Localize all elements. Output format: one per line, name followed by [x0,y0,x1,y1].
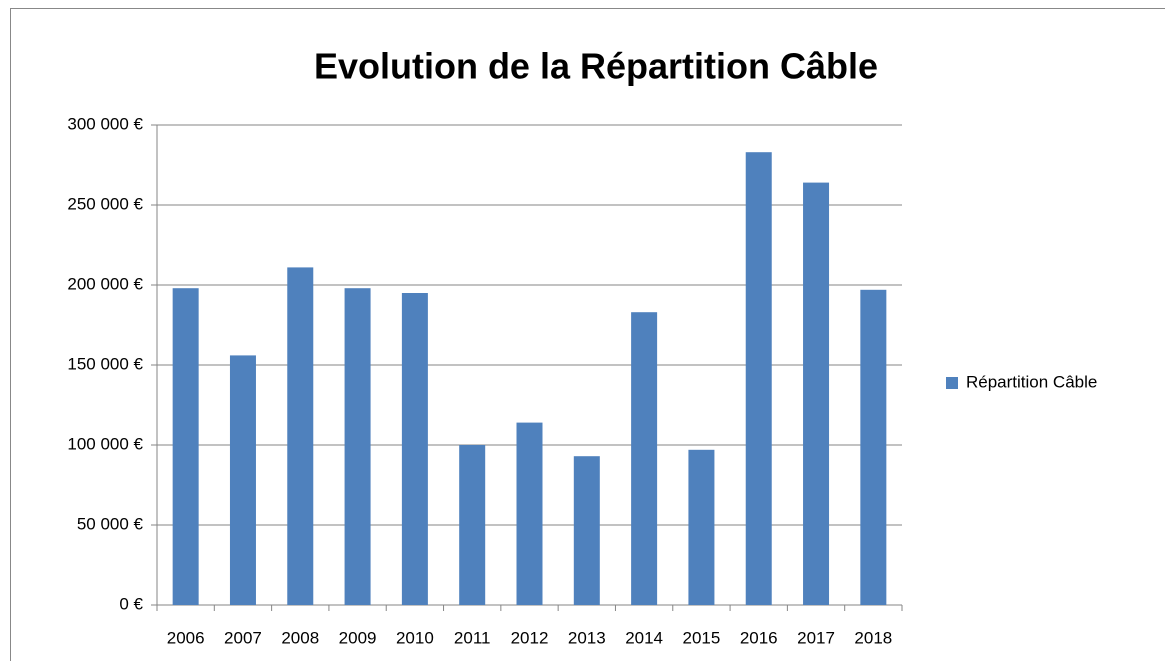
x-tick-label: 2009 [339,628,377,647]
bar [803,182,830,605]
x-tick-label: 2013 [568,628,606,647]
y-tick-label: 150 000 € [67,354,143,373]
x-tick-label: 2018 [854,628,892,647]
bar [229,355,256,605]
bar [688,449,715,605]
y-tick-label: 200 000 € [67,274,143,293]
bar [573,456,600,605]
bar [401,293,428,605]
x-tick-label: 2016 [740,628,778,647]
bar [516,422,543,605]
x-tick-label: 2017 [797,628,835,647]
y-tick-label: 300 000 € [67,114,143,133]
y-tick-label: 50 000 € [77,514,144,533]
x-tick-label: 2014 [625,628,663,647]
x-tick-label: 2012 [511,628,549,647]
x-tick-label: 2015 [683,628,721,647]
x-tick-label: 2008 [281,628,319,647]
y-tick-label: 100 000 € [67,434,143,453]
x-tick-label: 2011 [454,628,491,647]
y-tick-label: 0 € [119,594,143,613]
bar [344,288,371,605]
x-tick-label: 2006 [167,628,205,647]
bar [745,152,772,605]
legend-label: Répartition Câble [966,372,1097,391]
bar [459,445,486,605]
chart-title: Evolution de la Répartition Câble [314,46,878,87]
bar [631,312,658,605]
bar [172,288,199,605]
x-tick-label: 2007 [224,628,262,647]
legend-swatch [946,377,958,389]
bar [860,289,887,605]
y-tick-label: 250 000 € [67,194,143,213]
bar [287,267,314,605]
x-tick-label: 2010 [396,628,434,647]
